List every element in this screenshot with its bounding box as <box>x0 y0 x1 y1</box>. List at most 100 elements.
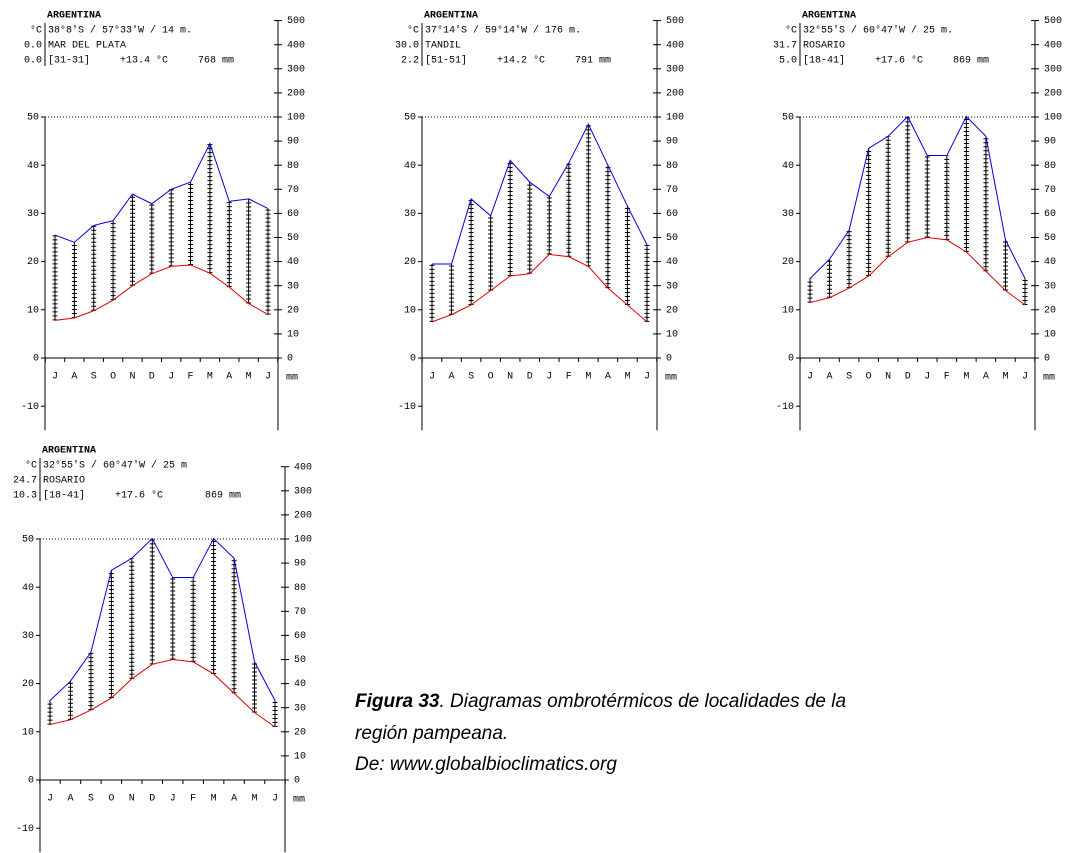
chart-title: ARGENTINA <box>42 446 96 457</box>
series-line <box>54 142 269 243</box>
y-tick-label: 50 <box>404 113 416 124</box>
y-tick-label: 20 <box>404 257 416 268</box>
y-tick-label: 10 <box>404 305 416 316</box>
y2-tick-label: 200 <box>287 89 305 100</box>
series-line <box>809 115 1026 279</box>
y2-tick-label: 60 <box>287 209 299 220</box>
station: TANDIL <box>425 41 461 52</box>
y2-tick-label: 70 <box>666 185 678 196</box>
y-unit: °C <box>407 25 419 37</box>
annual-precipitation: 869 mm <box>205 491 241 502</box>
annotation: 10.3 <box>13 491 37 502</box>
caption-line: Figura 33. Diagramas ombrotérmicos de lo… <box>355 691 846 712</box>
mean-temperature: +17.6 °C <box>115 490 163 502</box>
x-tick-label: J <box>52 372 58 383</box>
y2-tick-label: 30 <box>1044 281 1056 292</box>
mean-temperature: +13.4 °C <box>120 55 168 67</box>
x-tick-label: J <box>546 372 552 383</box>
y2-unit: mm <box>293 795 305 806</box>
y2-tick-label: 0 <box>287 354 293 365</box>
y2-tick-label: 40 <box>666 257 678 268</box>
y2-tick-label: 20 <box>294 727 306 738</box>
y-tick-label: 10 <box>22 727 34 738</box>
y-tick-label: 50 <box>22 535 34 546</box>
y2-tick-label: 20 <box>1044 305 1056 316</box>
coordinates: 38°8'S / 57°33'W / 14 m. <box>48 25 192 37</box>
x-tick-label: O <box>108 794 114 805</box>
y2-tick-label: 30 <box>287 281 299 292</box>
y-tick-label: 40 <box>404 161 416 172</box>
y2-tick-label: 500 <box>666 16 684 27</box>
y2-tick-label: 90 <box>1044 137 1056 148</box>
x-tick-label: O <box>488 372 494 383</box>
mean-temperature: +17.6 °C <box>875 55 923 67</box>
y2-tick-label: 90 <box>287 137 299 148</box>
y2-tick-label: 30 <box>666 281 678 292</box>
y2-tick-label: 90 <box>294 559 306 570</box>
coordinates: 37°14'S / 59°14'W / 176 m. <box>425 25 581 37</box>
y2-tick-label: 10 <box>287 330 299 341</box>
x-tick-label: J <box>265 372 271 383</box>
y-tick-label: 10 <box>782 305 794 316</box>
y-tick-label: 50 <box>782 113 794 124</box>
y2-tick-label: 300 <box>287 64 305 75</box>
x-tick-label: O <box>110 372 116 383</box>
series-line <box>431 253 648 323</box>
x-tick-label: A <box>983 372 989 383</box>
annual-precipitation: 768 mm <box>198 56 234 67</box>
x-tick-label: A <box>231 794 237 805</box>
y-tick-label: 30 <box>782 209 794 220</box>
annual-precipitation: 869 mm <box>953 56 989 67</box>
y2-tick-label: 200 <box>666 89 684 100</box>
y2-tick-label: 200 <box>294 511 312 522</box>
y-tick-label: 40 <box>27 161 39 172</box>
y2-tick-label: 70 <box>294 607 306 618</box>
y2-tick-label: 50 <box>666 233 678 244</box>
caption-line: De: www.globalbioclimatics.org <box>355 754 617 775</box>
caption-line: región pampeana. <box>355 723 508 744</box>
y2-tick-label: 100 <box>666 113 684 124</box>
years: [18-41] <box>43 490 85 502</box>
y2-tick-label: 0 <box>666 354 672 365</box>
y-unit: °C <box>25 460 37 472</box>
y-tick-label: -10 <box>398 402 416 413</box>
station: ROSARIO <box>803 41 845 52</box>
y-tick-label: 50 <box>27 113 39 124</box>
chart-title: ARGENTINA <box>802 11 856 22</box>
y2-tick-label: 100 <box>294 535 312 546</box>
x-tick-label: D <box>905 372 911 383</box>
x-tick-label: S <box>846 372 852 383</box>
x-tick-label: M <box>252 794 258 805</box>
coordinates: 32°55'S / 60°47'W / 25 m. <box>803 25 953 37</box>
y2-tick-label: 50 <box>294 655 306 666</box>
y-tick-label: 20 <box>22 679 34 690</box>
x-tick-label: J <box>47 794 53 805</box>
y2-tick-label: 40 <box>294 679 306 690</box>
x-tick-label: A <box>226 372 232 383</box>
y-tick-label: 0 <box>410 354 416 365</box>
y-tick-label: -10 <box>16 824 34 835</box>
y-tick-label: 20 <box>27 257 39 268</box>
y-tick-label: -10 <box>776 402 794 413</box>
y2-unit: mm <box>665 373 677 384</box>
caption-text: . Diagramas ombrotérmicos de localidades… <box>439 691 846 712</box>
caption-label: Figura 33 <box>355 691 440 712</box>
y-tick-label: 0 <box>28 776 34 787</box>
x-tick-label: F <box>190 794 196 805</box>
series-line <box>49 658 276 728</box>
x-tick-label: A <box>827 372 833 383</box>
y-tick-label: 40 <box>782 161 794 172</box>
mean-temperature: +14.2 °C <box>497 55 545 67</box>
annotation: 30.0 <box>395 41 419 52</box>
y2-unit: mm <box>1043 373 1055 384</box>
y2-tick-label: 50 <box>287 233 299 244</box>
x-tick-label: M <box>211 794 217 805</box>
y2-tick-label: 70 <box>1044 185 1056 196</box>
x-tick-label: J <box>168 372 174 383</box>
y2-tick-label: 50 <box>1044 233 1056 244</box>
station: ROSARIO <box>43 476 85 487</box>
y2-tick-label: 80 <box>294 583 306 594</box>
y-tick-label: 0 <box>788 354 794 365</box>
y-tick-label: 30 <box>22 631 34 642</box>
